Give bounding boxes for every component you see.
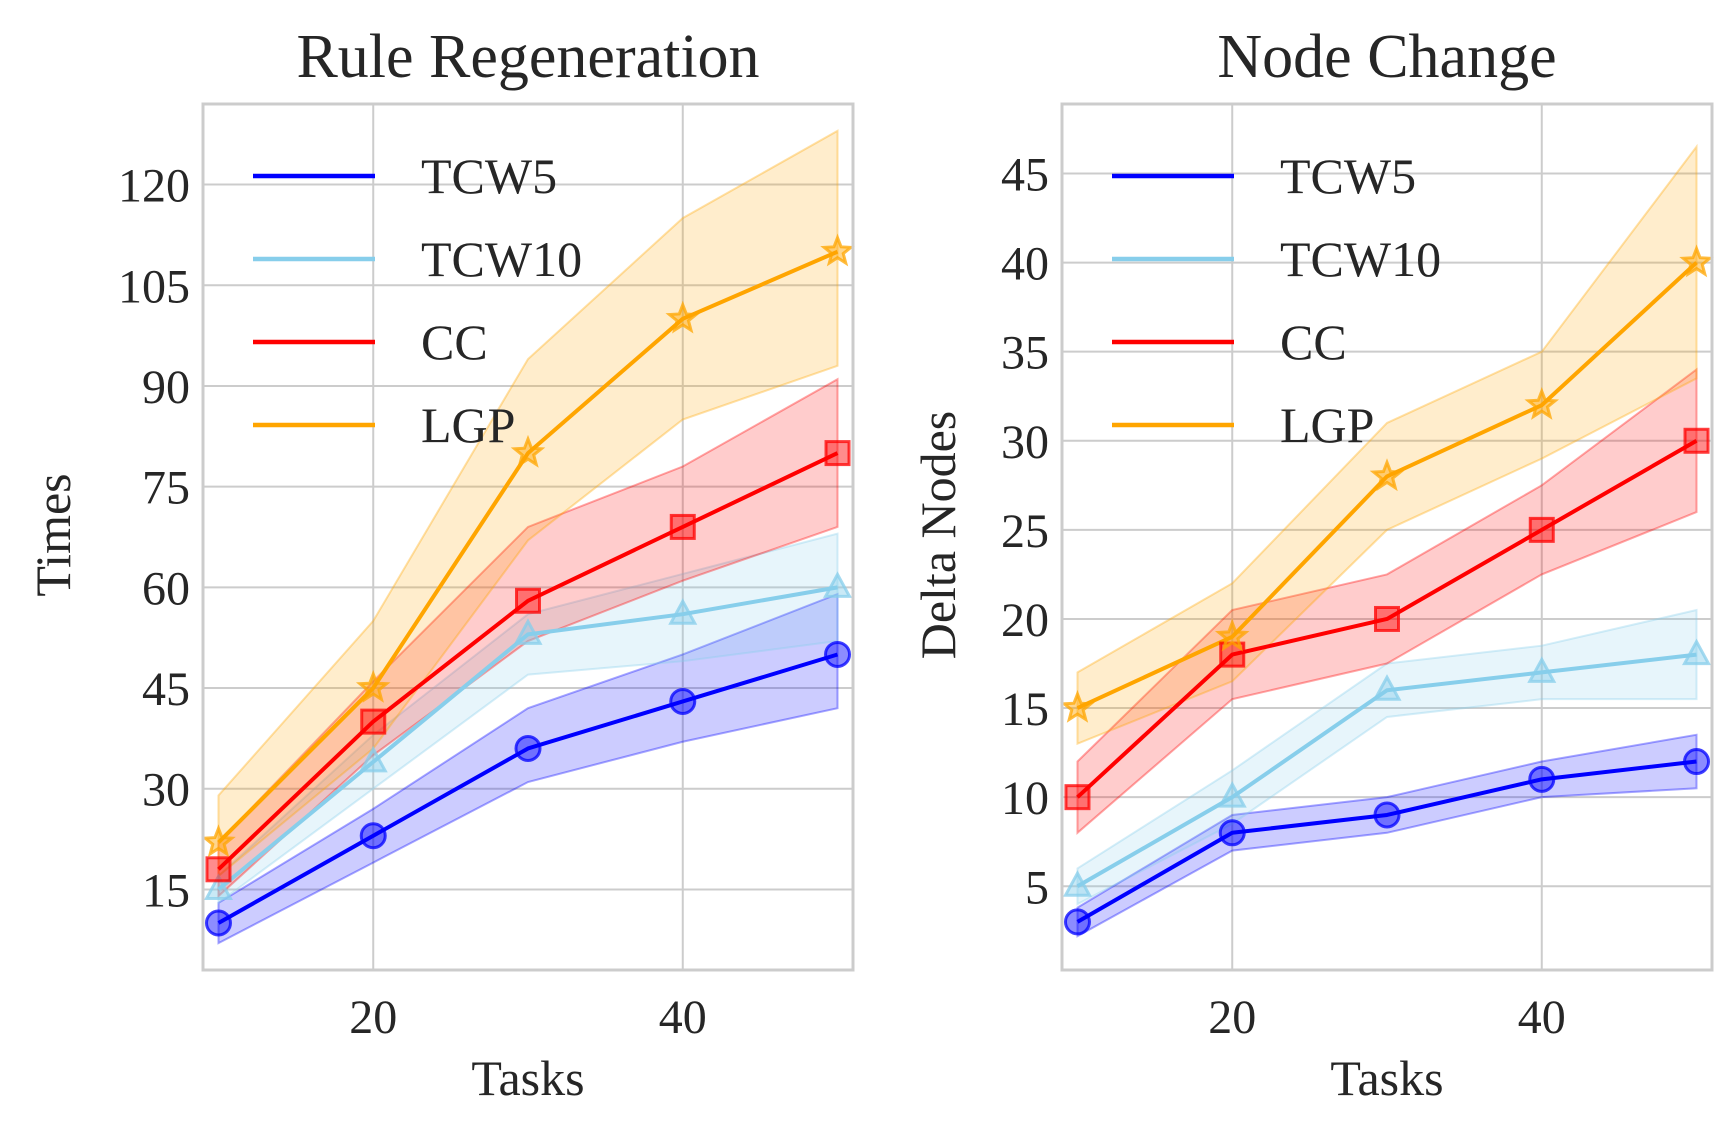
data-point-lgp xyxy=(201,824,236,858)
chart-title: Rule Regeneration xyxy=(296,23,759,91)
data-point-tcw5 xyxy=(824,640,852,668)
series-line-cc xyxy=(1076,439,1698,799)
data-point-cc xyxy=(1064,784,1091,811)
legend-label-cc: CC xyxy=(1280,314,1347,370)
chart-title: Node Change xyxy=(1217,23,1556,91)
series-line-lgp xyxy=(1076,261,1698,710)
data-point-cc xyxy=(824,440,851,467)
plot-frame xyxy=(1060,102,1714,972)
y-tick-label: 60 xyxy=(142,562,190,615)
confidence-band-cc xyxy=(1076,367,1698,835)
data-point-cc xyxy=(1683,427,1710,454)
y-tick-label: 90 xyxy=(142,361,190,414)
series-line-tcw10 xyxy=(217,585,838,891)
data-point-tcw5 xyxy=(1218,819,1246,847)
legend-label-tcw5: TCW5 xyxy=(421,148,557,204)
series-line-cc xyxy=(217,451,839,871)
y-tick-label: 40 xyxy=(1001,238,1049,291)
data-point-cc xyxy=(205,856,232,883)
data-point-lgp xyxy=(510,434,546,468)
x-axis-label: Tasks xyxy=(1330,1050,1443,1106)
legend-label-lgp: LGP xyxy=(421,397,515,453)
x-tick-label: 40 xyxy=(659,991,707,1044)
data-point-tcw10 xyxy=(1681,638,1712,666)
x-tick-label: 40 xyxy=(1518,991,1566,1044)
plot-frame xyxy=(201,102,855,972)
data-point-cc xyxy=(360,708,387,735)
data-point-tcw10 xyxy=(1372,674,1402,701)
data-point-tcw10 xyxy=(358,745,388,773)
confidence-band-tcw5 xyxy=(217,592,839,945)
x-axis-label: Tasks xyxy=(471,1050,584,1106)
data-point-cc xyxy=(515,587,541,614)
confidence-band-tcw5 xyxy=(1076,733,1698,938)
rule-regeneration-panel: 20 40 15 30 45 60 75 90 105 120 TCW5 TCW10 CC LGP Ru… xyxy=(25,23,855,1106)
data-point-tcw10 xyxy=(822,571,853,598)
data-point-tcw5 xyxy=(359,822,387,850)
data-point-tcw5 xyxy=(1373,801,1401,829)
data-point-tcw5 xyxy=(1063,908,1091,936)
data-point-lgp xyxy=(1369,458,1405,492)
data-point-lgp xyxy=(665,300,701,334)
series-line-tcw10 xyxy=(1076,652,1697,888)
confidence-band-tcw10 xyxy=(1076,608,1698,906)
y-tick-label: 30 xyxy=(142,764,190,817)
series-line-lgp xyxy=(217,249,839,844)
data-point-cc xyxy=(1528,516,1555,543)
data-point-tcw5 xyxy=(1528,765,1556,793)
y-tick-label: 45 xyxy=(142,663,190,716)
y-tick-label: 30 xyxy=(1001,416,1049,469)
y-axis-label: Delta Nodes xyxy=(910,411,966,660)
y-tick-label: 105 xyxy=(118,260,190,313)
legend-label-tcw10: TCW10 xyxy=(421,231,582,287)
x-tick-label: 20 xyxy=(349,991,397,1044)
data-point-tcw5 xyxy=(204,909,232,937)
data-point-cc xyxy=(669,513,696,540)
data-point-tcw5 xyxy=(514,734,542,762)
y-tick-label: 10 xyxy=(1001,772,1049,825)
data-point-tcw10 xyxy=(203,873,234,900)
data-point-lgp xyxy=(1214,618,1250,652)
y-tick-label: 25 xyxy=(1001,505,1049,558)
y-tick-label: 35 xyxy=(1001,327,1049,380)
legend-label-tcw5: TCW5 xyxy=(1280,148,1416,204)
data-point-tcw10 xyxy=(1062,870,1093,897)
series-line-tcw5 xyxy=(1076,759,1697,924)
data-point-lgp xyxy=(1679,244,1714,278)
data-point-tcw5 xyxy=(669,687,697,715)
data-point-tcw10 xyxy=(1217,781,1247,808)
y-tick-label: 75 xyxy=(142,462,190,515)
y-tick-label: 20 xyxy=(1001,594,1049,647)
y-axis-label: Times xyxy=(25,473,81,596)
y-tick-label: 5 xyxy=(1025,861,1049,914)
data-point-lgp xyxy=(355,669,391,703)
y-tick-label: 15 xyxy=(1001,683,1049,736)
legend-label-lgp: LGP xyxy=(1280,397,1374,453)
data-point-lgp xyxy=(1524,386,1560,420)
y-tick-label: 45 xyxy=(1001,148,1049,201)
data-point-tcw10 xyxy=(1527,656,1557,683)
x-tick-label: 20 xyxy=(1208,991,1256,1044)
data-point-tcw5 xyxy=(1683,748,1711,776)
data-point-tcw10 xyxy=(668,598,698,625)
data-point-cc xyxy=(1374,605,1400,632)
data-point-lgp xyxy=(1060,689,1095,723)
legend-label-cc: CC xyxy=(421,314,488,370)
y-tick-label: 15 xyxy=(142,864,190,917)
data-point-lgp xyxy=(820,233,855,267)
node-change-panel: 20 40 5 10 15 20 25 30 35 40 45 TCW5 TCW10 CC LGP Nod… xyxy=(910,23,1714,1106)
y-tick-label: 120 xyxy=(118,160,190,213)
series-line-tcw5 xyxy=(217,652,839,925)
data-point-tcw10 xyxy=(513,618,543,645)
legend-label-tcw10: TCW10 xyxy=(1280,231,1441,287)
